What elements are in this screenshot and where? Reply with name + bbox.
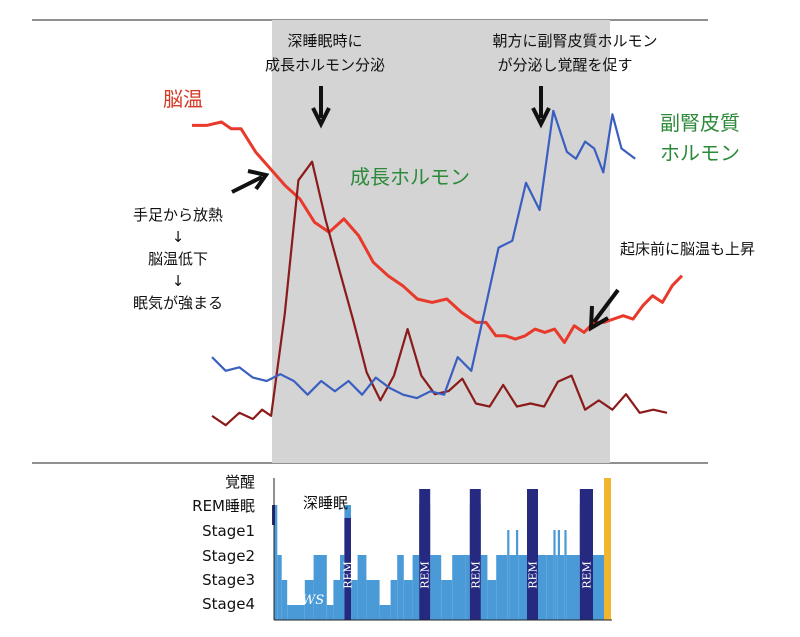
arrow-down-icon (531, 86, 551, 129)
level-label-rem: REM睡眠 (192, 497, 255, 515)
hypnogram-segment (555, 555, 558, 620)
hypnogram-segment (357, 555, 367, 620)
growth-hormone-label: 成長ホルモン (350, 165, 470, 189)
level-label-stage4: Stage4 (202, 595, 255, 613)
level-label-wake: 覚醒 (225, 473, 255, 491)
deep-sleep-label: 深睡眠 (303, 494, 348, 512)
hypnogram-segment (397, 555, 404, 620)
rem-label: REM (580, 561, 593, 589)
hypnogram-segment (553, 530, 556, 620)
hormone-lines (192, 109, 684, 427)
sws-label: SWS (293, 593, 324, 608)
rem-bar (469, 489, 481, 620)
hypnogram-segment (465, 555, 470, 620)
hypnogram-segment (340, 555, 345, 620)
level-label-stage3: Stage3 (202, 571, 255, 589)
hypnogram-segment (274, 505, 278, 620)
hypnogram-segment (564, 530, 567, 620)
hypnogram-segment (507, 530, 510, 620)
heat-note-arrow2: ↓ (172, 272, 185, 290)
hypnogram-segment (379, 605, 391, 620)
rem-bar (527, 489, 538, 620)
rem-bar (579, 489, 593, 620)
hypnogram-segment (557, 530, 560, 620)
hypnogram-segment (403, 580, 413, 620)
arrow-up-right-icon (231, 169, 270, 194)
rem-labels: REM REM REM REM REM (342, 561, 594, 589)
hypnogram-segment (277, 555, 282, 620)
level-label-stage2: Stage2 (202, 547, 255, 565)
hypnogram-segment (287, 605, 305, 620)
growth-hormone-line (211, 160, 668, 427)
heat-note-line1: 手足から放熱 (133, 206, 223, 224)
cortisol-note-line1: 朝方に副腎皮質ホルモン (492, 32, 657, 50)
cortisol-label-line2: ホルモン (660, 141, 740, 165)
wake-bar (604, 478, 611, 620)
brain-temp-label: 脳温 (163, 87, 203, 111)
hypnogram-segment (566, 555, 580, 620)
hypnogram-segment (516, 530, 519, 620)
cortisol-label-line1: 副腎皮質 (660, 111, 740, 135)
arrow-down-icon (311, 86, 331, 129)
hypnogram-segment (281, 580, 288, 620)
hypnogram-segment (326, 605, 334, 620)
hypnogram-segment (441, 580, 453, 620)
hypnogram-segment (452, 555, 466, 620)
gh-note-line1: 深睡眠時に (287, 32, 362, 50)
hypnogram-segment (430, 555, 442, 620)
hypnogram-segment (333, 580, 340, 620)
heat-note-arrow1: ↓ (172, 228, 185, 246)
hypnogram-segment (351, 580, 358, 620)
hypnogram-segment (518, 555, 527, 620)
hypnogram-segment (480, 555, 488, 620)
rem-label: REM (342, 561, 355, 589)
arrow-down-left-icon (588, 288, 620, 332)
heat-note-line2: 脳温低下 (148, 250, 208, 268)
rem-label: REM (527, 561, 540, 589)
cortisol-note-line2: が分泌し覚醒を促す (497, 56, 632, 74)
rem-bar (419, 489, 431, 620)
hypnogram-segment (496, 555, 508, 620)
cortisol-line (211, 109, 636, 400)
heat-note-line3: 眠気が強まる (133, 294, 223, 312)
rem-bar (344, 518, 351, 620)
hypnogram-segment (487, 580, 497, 620)
rem-label: REM (419, 561, 432, 589)
wake-temp-note: 起床前に脳温も上昇 (620, 240, 755, 258)
rem-label: REM (469, 561, 482, 589)
hypnogram-segment (313, 555, 327, 620)
level-label-stage1: Stage1 (202, 522, 255, 540)
gh-note-line2: 成長ホルモン分泌 (265, 56, 385, 74)
hypnogram-segment (390, 580, 398, 620)
hypnogram-segment (509, 555, 516, 620)
hypnogram-segment (304, 580, 314, 620)
hypnogram-segment (366, 580, 380, 620)
hypnogram-segment (593, 555, 604, 620)
hypnogram (272, 478, 611, 620)
hypnogram-segment (538, 555, 547, 620)
hypnogram-segment (560, 555, 565, 620)
hypnogram-segment (412, 555, 420, 620)
hypnogram-segment (546, 555, 554, 620)
